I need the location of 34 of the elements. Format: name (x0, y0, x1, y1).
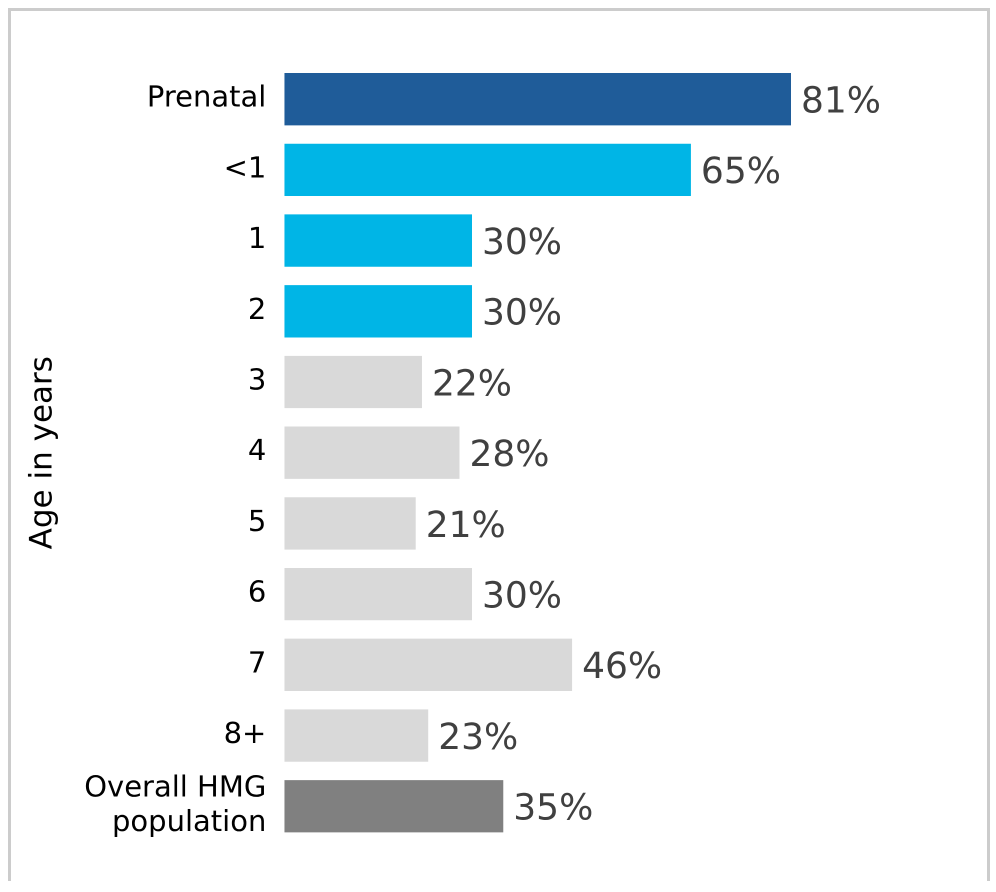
bar (284, 780, 504, 832)
data-label: 30% (482, 292, 562, 334)
y-tick-label: Overall HMG population (84, 769, 266, 838)
data-label: 23% (438, 716, 518, 758)
y-tick-label: Prenatal (146, 80, 266, 114)
bar (284, 638, 572, 691)
bar (284, 72, 791, 126)
y-tick-label: <1 (224, 150, 266, 184)
bar (284, 497, 416, 550)
y-tick-label: 1 (248, 221, 266, 256)
bar (284, 214, 472, 267)
bar (284, 709, 428, 762)
data-label: 30% (482, 575, 562, 616)
data-label: 22% (432, 363, 512, 404)
y-tick-label: 5 (248, 504, 266, 538)
bar (284, 285, 472, 338)
bar (284, 568, 472, 620)
data-label: 65% (700, 151, 781, 192)
y-tick-label: 4 (248, 433, 266, 468)
data-label: 35% (513, 788, 594, 829)
y-tick-label: 3 (248, 362, 266, 397)
y-tick-label: 6 (248, 574, 266, 609)
bar (284, 144, 691, 196)
y-tick-label: 8+ (224, 716, 266, 750)
data-label: 30% (482, 222, 562, 263)
y-tick-label: 7 (248, 645, 266, 680)
data-label: 28% (469, 434, 550, 476)
data-label: 21% (426, 504, 506, 546)
y-tick-label: 2 (248, 292, 266, 326)
y-axis-title: Age in years (24, 356, 60, 550)
bar (284, 356, 422, 408)
data-label: 46% (582, 646, 662, 688)
data-label: 81% (801, 80, 882, 122)
bar (284, 426, 460, 479)
